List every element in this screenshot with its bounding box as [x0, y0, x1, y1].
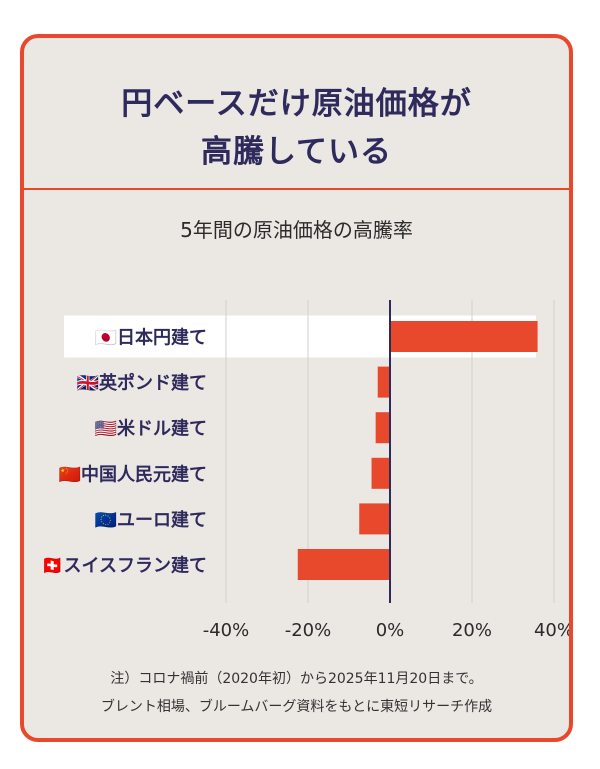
x-tick-label: -20%	[285, 620, 332, 638]
category-label: 🇨🇳中国人民元建て	[59, 463, 207, 485]
header: 円ベースだけ原油価格が 高騰している	[24, 38, 569, 190]
x-tick-label: 40%	[534, 620, 573, 638]
x-tick-label: 0%	[376, 620, 405, 638]
bar	[359, 503, 390, 535]
category-label: 🇪🇺ユーロ建て	[95, 509, 207, 531]
bar	[297, 549, 390, 580]
bar-chart: 🇯🇵日本円建て 🇬🇧英ポンド建て 🇺🇸米ドル建て 🇨🇳中国人民元建て 🇪🇺ユーロ建て 🇨🇭…	[41, 300, 573, 638]
footnote-source: ブレント相場、ブルームバーグ資料をもとに東短リサーチ作成	[100, 699, 493, 715]
footnote-period: 注）コロナ禍前（2020年初）から2025年11月20日まで。	[110, 671, 483, 687]
chart-card: 円ベースだけ原油価格が 高騰している 5年間の原油価格の高騰率 🇯🇵日本円建て 🇬…	[20, 34, 573, 742]
x-tick-label: 20%	[452, 620, 492, 638]
category-label: 🇺🇸米ドル建て	[95, 418, 207, 440]
category-label: 🇬🇧英ポンド建て	[77, 372, 207, 394]
chart-subtitle: 5年間の原油価格の高騰率	[180, 218, 413, 242]
title-line-2: 高騰している	[200, 134, 393, 170]
bar	[371, 457, 390, 489]
bar	[377, 366, 390, 398]
bar	[375, 412, 390, 444]
category-label: 🇨🇭スイスフラン建て	[41, 555, 207, 577]
bar	[390, 321, 538, 352]
category-label: 🇯🇵日本円建て	[95, 327, 207, 349]
x-tick-label: -40%	[203, 620, 250, 638]
title-line-1: 円ベースだけ原油価格が	[121, 86, 472, 122]
